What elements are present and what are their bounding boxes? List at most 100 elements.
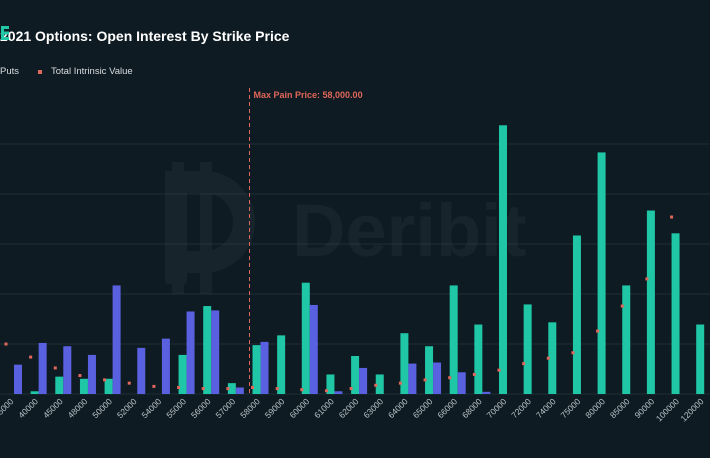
point-total-intrinsic-value bbox=[78, 374, 82, 378]
bar-puts bbox=[433, 362, 442, 394]
x-tick-label: 57000 bbox=[213, 396, 237, 420]
x-tick-label: 61000 bbox=[312, 396, 336, 420]
x-tick-label: 100000 bbox=[654, 396, 681, 423]
x-tick-label: 58000 bbox=[238, 396, 262, 420]
x-tick-label: 50000 bbox=[90, 396, 114, 420]
bar-calls bbox=[449, 285, 458, 394]
bar-puts bbox=[260, 341, 269, 394]
bar-puts bbox=[137, 347, 146, 394]
x-tick-label: 65000 bbox=[411, 396, 435, 420]
bar-puts bbox=[186, 311, 195, 394]
point-total-intrinsic-value bbox=[596, 329, 600, 333]
x-tick-label: 66000 bbox=[435, 396, 459, 420]
bar-puts bbox=[38, 342, 47, 394]
point-total-intrinsic-value bbox=[546, 356, 550, 360]
bar-calls bbox=[277, 335, 286, 394]
x-tick-label: 75000 bbox=[559, 396, 583, 420]
bar-calls bbox=[425, 346, 434, 394]
bar-puts bbox=[112, 285, 121, 394]
x-tick-label: 54000 bbox=[140, 396, 164, 420]
x-tick-label: 80000 bbox=[583, 396, 607, 420]
x-tick-label: 70000 bbox=[485, 396, 509, 420]
point-total-intrinsic-value bbox=[127, 381, 131, 385]
bar-calls bbox=[30, 391, 39, 394]
bar-calls bbox=[178, 354, 187, 394]
point-total-intrinsic-value bbox=[324, 389, 328, 393]
bar-puts bbox=[457, 372, 466, 394]
x-tick-label: 45000 bbox=[41, 396, 65, 420]
x-tick-label: 60000 bbox=[287, 396, 311, 420]
bar-puts bbox=[63, 346, 72, 394]
x-tick-label: 74000 bbox=[534, 396, 558, 420]
bar-puts bbox=[408, 363, 417, 394]
bar-calls bbox=[474, 324, 483, 394]
bar-calls bbox=[523, 304, 532, 394]
bar-puts bbox=[14, 364, 22, 394]
point-total-intrinsic-value bbox=[398, 381, 402, 385]
point-total-intrinsic-value bbox=[423, 378, 427, 382]
x-tick-label: 72000 bbox=[509, 396, 533, 420]
point-total-intrinsic-value bbox=[251, 385, 254, 389]
bar-calls bbox=[400, 333, 409, 394]
x-tick-label: 40000 bbox=[16, 396, 40, 420]
point-total-intrinsic-value bbox=[226, 387, 230, 391]
bar-calls bbox=[79, 378, 88, 394]
watermark-text: Deribit bbox=[292, 189, 526, 272]
bar-puts bbox=[87, 354, 96, 394]
x-tick-label: 48000 bbox=[66, 396, 90, 420]
bar-calls bbox=[301, 282, 310, 394]
x-tick-label: 85000 bbox=[608, 396, 632, 420]
bar-calls bbox=[696, 324, 705, 394]
bar-puts bbox=[359, 367, 368, 394]
x-tick-label: 62000 bbox=[337, 396, 361, 420]
point-total-intrinsic-value bbox=[53, 366, 57, 370]
bar-calls bbox=[55, 376, 64, 394]
legend-marker-total-intrinsic-value bbox=[38, 70, 42, 74]
point-total-intrinsic-value bbox=[300, 388, 304, 392]
point-total-intrinsic-value bbox=[448, 376, 452, 380]
point-total-intrinsic-value bbox=[472, 372, 476, 376]
bar-calls bbox=[104, 378, 113, 394]
x-tick-label: 68000 bbox=[460, 396, 484, 420]
point-total-intrinsic-value bbox=[645, 277, 649, 281]
bar-calls bbox=[572, 235, 581, 394]
x-tick-label: 63000 bbox=[361, 396, 385, 420]
bar-puts bbox=[309, 304, 318, 394]
x-tick-label: 64000 bbox=[386, 396, 410, 420]
point-total-intrinsic-value bbox=[275, 387, 279, 391]
bar-puts bbox=[482, 391, 491, 394]
point-total-intrinsic-value bbox=[571, 351, 575, 355]
point-total-intrinsic-value bbox=[670, 215, 674, 219]
point-total-intrinsic-value bbox=[177, 385, 181, 389]
bar-calls bbox=[351, 356, 360, 394]
bar-calls bbox=[646, 210, 655, 394]
bar-puts bbox=[161, 338, 170, 394]
bar-calls bbox=[548, 322, 557, 394]
bar-calls bbox=[622, 285, 631, 394]
x-tick-label: 35000 bbox=[0, 396, 16, 420]
bar-puts bbox=[334, 391, 343, 394]
x-tick-label: 56000 bbox=[189, 396, 213, 420]
point-total-intrinsic-value bbox=[152, 384, 156, 388]
bar-calls bbox=[252, 345, 261, 394]
x-tick-label: 59000 bbox=[263, 396, 287, 420]
chart-title: 2021 Options: Open Interest By Strike Pr… bbox=[0, 28, 290, 44]
bar-calls bbox=[227, 383, 236, 394]
point-total-intrinsic-value bbox=[29, 355, 33, 359]
point-total-intrinsic-value bbox=[4, 342, 8, 346]
point-total-intrinsic-value bbox=[374, 383, 378, 387]
bar-calls bbox=[499, 125, 507, 395]
point-total-intrinsic-value bbox=[620, 304, 624, 308]
bar-calls bbox=[203, 306, 212, 394]
x-tick-label: 120000 bbox=[678, 396, 705, 423]
bar-puts bbox=[211, 310, 220, 394]
deribit-logo-icon bbox=[1, 26, 9, 40]
point-total-intrinsic-value bbox=[349, 387, 353, 391]
point-total-intrinsic-value bbox=[497, 368, 501, 372]
point-total-intrinsic-value bbox=[201, 387, 205, 391]
legend-item-puts[interactable]: Puts bbox=[0, 66, 20, 77]
bar-calls bbox=[671, 233, 680, 394]
legend-item-total-intrinsic-value[interactable]: Total Intrinsic Value bbox=[51, 66, 133, 77]
bar-calls bbox=[326, 374, 335, 394]
